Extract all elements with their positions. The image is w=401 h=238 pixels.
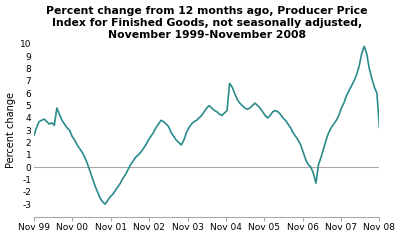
Title: Percent change from 12 months ago, Producer Price
Index for Finished Goods, not : Percent change from 12 months ago, Produ… — [46, 5, 367, 40]
Y-axis label: Percent change: Percent change — [6, 92, 16, 168]
